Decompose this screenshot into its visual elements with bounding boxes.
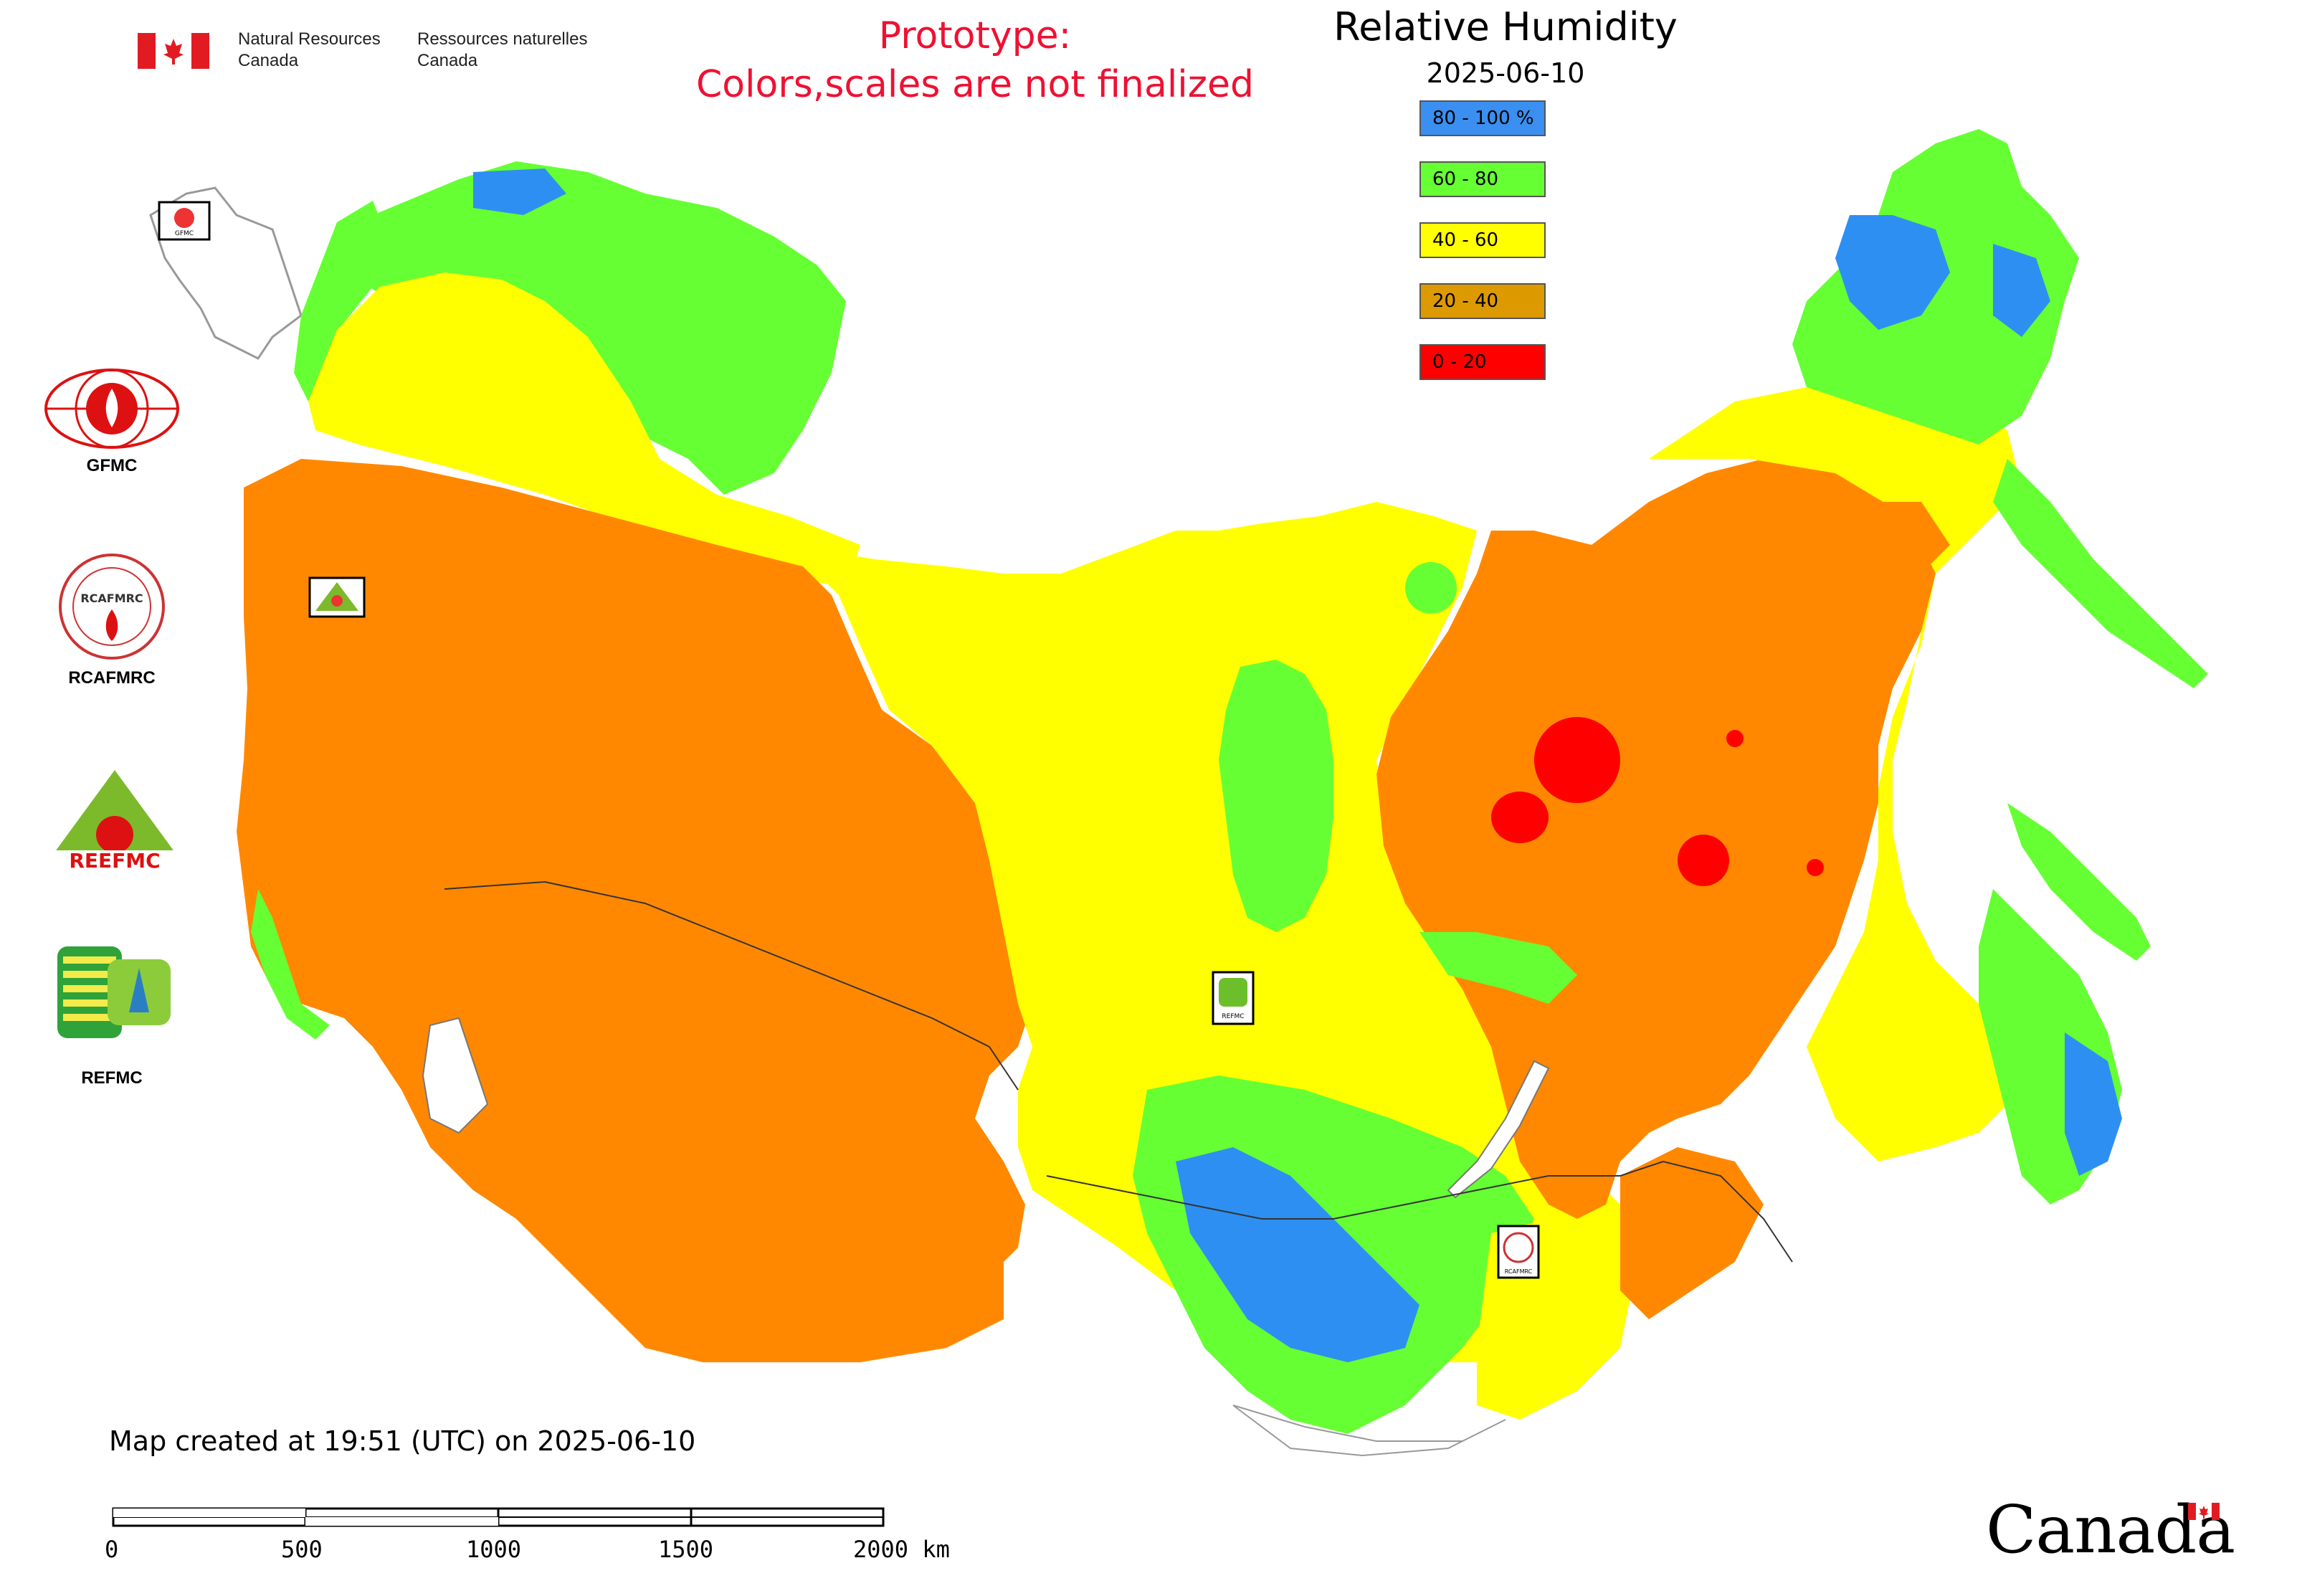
far-east-yellow xyxy=(1649,387,2022,1162)
border-kazakhstan xyxy=(444,880,1019,1091)
rcafmrc-map-marker[interactable]: RCAFMRC xyxy=(1497,1225,1540,1279)
finland-outline xyxy=(149,186,303,360)
far-east-orange-patch xyxy=(1850,502,1950,588)
svg-text:REFMC: REFMC xyxy=(1222,1013,1244,1020)
mongolia-bottom-white xyxy=(1232,1405,1506,1457)
refmc-logo-icon[interactable] xyxy=(57,946,172,1038)
map-created-note: Map created at 19:51 (UTC) on 2025-06-10 xyxy=(109,1425,696,1457)
svg-text:RCAFMRC: RCAFMRC xyxy=(1505,1268,1533,1275)
refmc-map-marker[interactable]: REFMC xyxy=(1212,971,1255,1025)
gfmc-label: GFMC xyxy=(86,456,138,475)
red-area-1 xyxy=(1534,717,1620,803)
map-date: 2025-06-10 xyxy=(1426,57,1585,89)
red-area-4 xyxy=(1726,730,1744,747)
agency-name-fr-line1: Ressources naturelles xyxy=(417,29,588,49)
west-siberia-green xyxy=(1219,660,1333,932)
baikal-lake xyxy=(1447,1060,1550,1199)
legend-item-60-80: 60 - 80 xyxy=(1419,161,1546,197)
canada-wordmark-flag-icon xyxy=(2188,1503,2220,1520)
chukotka-blue xyxy=(1835,215,1950,330)
reefmc-logo-icon[interactable]: REEFMC xyxy=(37,766,192,873)
scale-tick-0: 0 xyxy=(105,1536,119,1563)
reefmc-map-marker[interactable] xyxy=(308,576,366,618)
scale-tick-500: 500 xyxy=(281,1536,323,1563)
kola-green-region xyxy=(337,161,846,495)
scale-tick-1000: 1000 xyxy=(466,1536,522,1563)
red-area-3 xyxy=(1678,835,1729,886)
rcafmrc-logo-icon[interactable]: RCAFMRC xyxy=(57,552,166,661)
baikal-green xyxy=(1419,932,1577,1004)
legend-item-0-20: 0 - 20 xyxy=(1419,344,1546,380)
black-sea-coast-green xyxy=(251,889,330,1040)
scale-tick-2000: 2000 km xyxy=(853,1536,950,1563)
primorye-blue xyxy=(2065,1032,2122,1176)
legend-item-80-100: 80 - 100 % xyxy=(1419,100,1546,136)
east-siberia-orange xyxy=(1376,459,1936,1219)
sakhalin-green xyxy=(2007,803,2151,961)
scale-bar xyxy=(112,1507,885,1527)
svg-text:RCAFMRC: RCAFMRC xyxy=(80,592,143,605)
karelia-green xyxy=(294,201,387,402)
canada-flag-icon xyxy=(138,33,209,69)
south-orange xyxy=(1620,1147,1764,1319)
kamchatka-green xyxy=(1993,459,2208,688)
scale-tick-1500: 1500 xyxy=(658,1536,714,1563)
gfmc-map-marker[interactable]: GFMC xyxy=(158,201,211,241)
reefmc-logo-text: REEFMC xyxy=(69,849,160,873)
caspian-white xyxy=(422,1017,489,1134)
chukotka-blue-east xyxy=(1993,244,2050,337)
map-title: Relative Humidity xyxy=(1333,4,1678,49)
karelia-yellow xyxy=(308,272,860,588)
legend-item-40-60: 40 - 60 xyxy=(1419,222,1546,258)
refmc-label: REFMC xyxy=(81,1068,143,1088)
gfmc-logo-icon[interactable] xyxy=(40,366,184,452)
kola-blue-patch xyxy=(473,168,566,215)
prototype-notice-line1: Prototype: xyxy=(878,14,1072,57)
rcafmrc-label: RCAFMRC xyxy=(68,668,156,688)
red-area-2 xyxy=(1491,792,1549,843)
agency-name-fr-line2: Canada xyxy=(417,51,478,70)
border-mongolia xyxy=(1046,1175,1620,1220)
border-china xyxy=(1620,1160,1793,1263)
agency-name-en-line1: Natural Resources xyxy=(238,29,381,49)
kazakh-orange xyxy=(430,1018,1004,1362)
prototype-notice-line2: Colors,scales are not finalized xyxy=(695,63,1255,106)
agency-name-en-line2: Canada xyxy=(238,51,299,70)
altai-blue xyxy=(1176,1147,1419,1362)
svg-text:GFMC: GFMC xyxy=(175,230,194,237)
legend-item-20-40: 20 - 40 xyxy=(1419,283,1546,319)
red-area-5 xyxy=(1807,859,1824,876)
taimyr-green-spot xyxy=(1405,562,1457,614)
